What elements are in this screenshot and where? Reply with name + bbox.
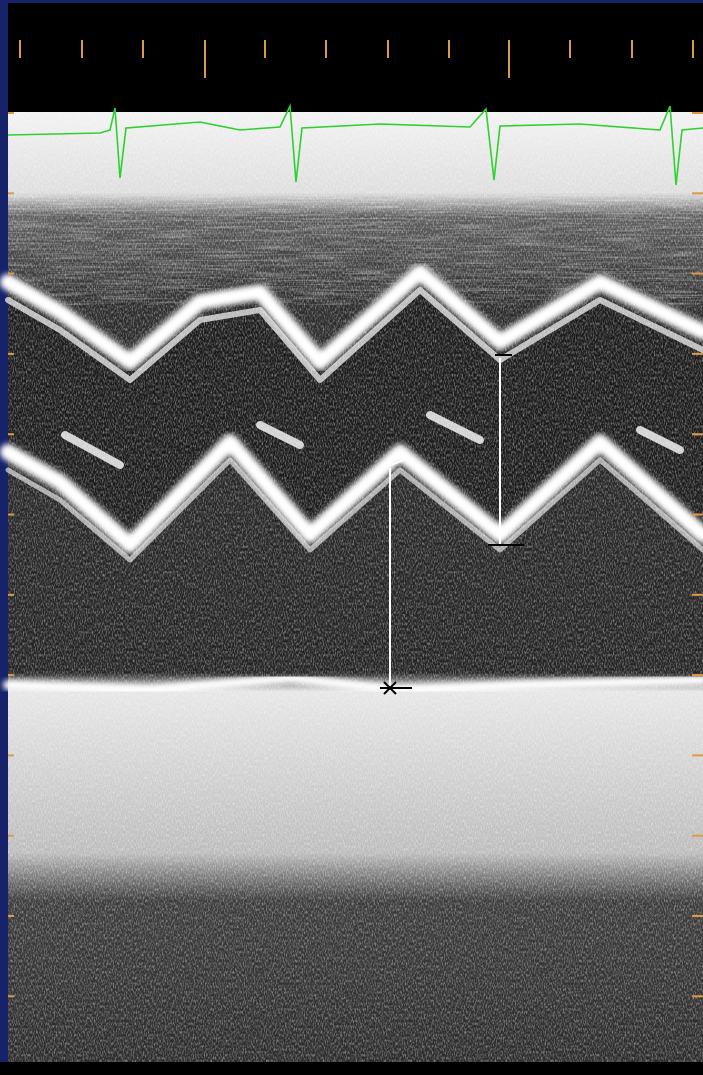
top-border — [0, 0, 703, 3]
bottom-band — [0, 1062, 703, 1075]
speckle-noise — [8, 112, 703, 1062]
m-mode-ultrasound — [0, 0, 703, 1075]
left-border — [0, 0, 8, 1075]
